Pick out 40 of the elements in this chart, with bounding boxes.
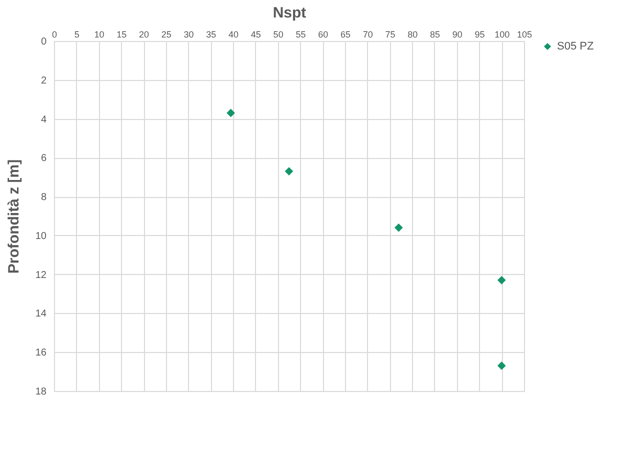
y-tick-label: 12 — [35, 270, 47, 281]
x-tick-label: 80 — [408, 30, 418, 40]
x-tick-label: 65 — [340, 30, 350, 40]
x-axis-title: Nspt — [272, 4, 306, 22]
x-tick-label: 40 — [228, 30, 239, 40]
x-tick-label: 30 — [184, 30, 194, 40]
x-tick-label: 70 — [362, 30, 373, 40]
y-axis-title: Profondità z [m] — [5, 159, 22, 274]
y-tick-label: 2 — [40, 75, 47, 86]
x-tick-label: 60 — [318, 30, 328, 40]
x-tick-label: 85 — [430, 30, 440, 40]
x-tick-label: 0 — [52, 30, 58, 40]
y-tick-label: 8 — [40, 192, 47, 204]
x-tick-label: 35 — [206, 30, 216, 40]
x-tick-label: 100 — [494, 30, 510, 40]
y-tick-label: 14 — [35, 308, 47, 320]
y-tick-label: 16 — [35, 348, 47, 359]
y-tick-label: 0 — [40, 36, 47, 48]
x-tick-label: 45 — [250, 30, 261, 40]
x-tick-label: 15 — [116, 30, 127, 40]
legend-label: S05 PZ — [557, 40, 594, 52]
x-tick-label: 10 — [94, 30, 104, 40]
point — [226, 108, 235, 118]
point — [394, 223, 403, 232]
x-tick-label: 25 — [161, 30, 172, 40]
x-tick-label: 55 — [296, 30, 306, 40]
point — [284, 167, 294, 176]
y-tick-label: 10 — [35, 230, 47, 242]
y-tick-label: 4 — [40, 114, 47, 126]
x-tick-label: 20 — [139, 30, 150, 40]
x-tick-label: 95 — [474, 30, 485, 40]
x-tick-label: 75 — [385, 30, 396, 40]
x-tick-label: 105 — [516, 30, 532, 40]
point — [497, 276, 506, 284]
y-tick-label: 6 — [40, 153, 47, 164]
x-tick-label: 90 — [452, 30, 462, 40]
x-tick-label: 5 — [74, 30, 80, 40]
y-tick-label: 18 — [35, 386, 47, 398]
point — [497, 362, 506, 370]
x-tick-label: 50 — [273, 30, 284, 40]
